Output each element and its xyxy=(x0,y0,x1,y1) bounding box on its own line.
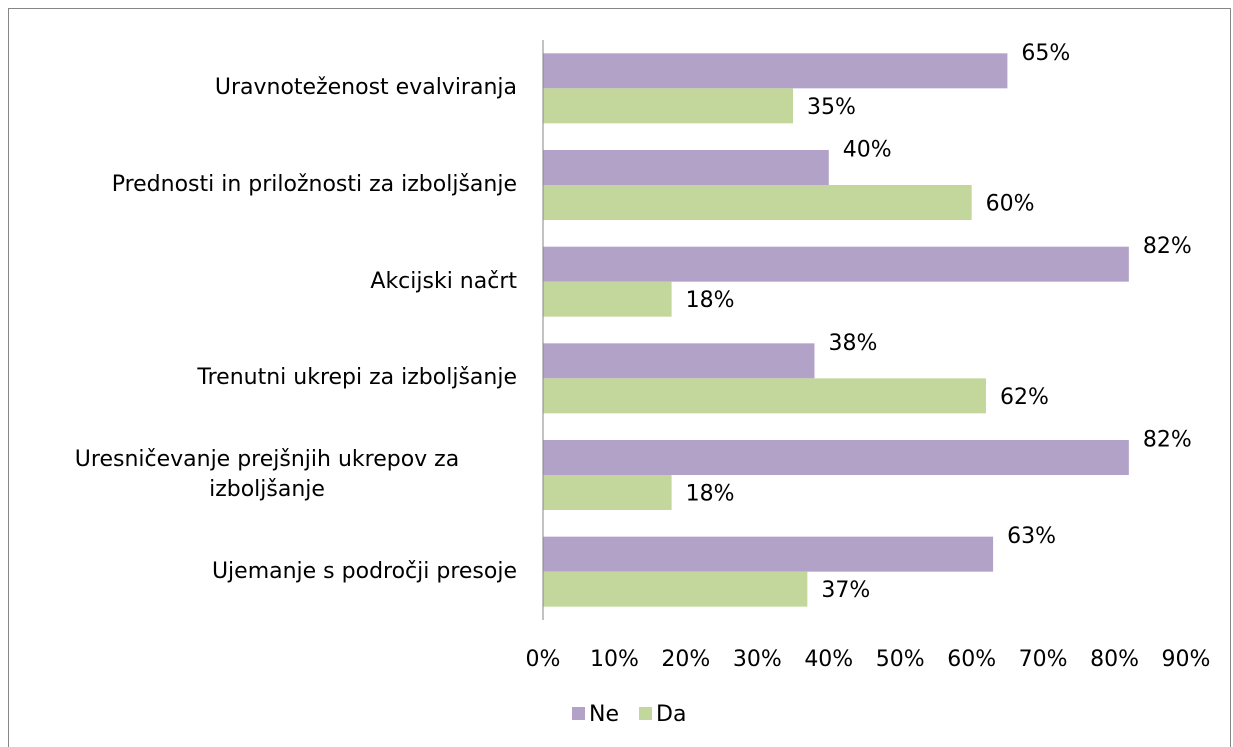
category-label: Trenutni ukrepi za izboljšanje xyxy=(17,363,517,393)
bar xyxy=(543,150,829,185)
x-tick-label: 20% xyxy=(661,647,710,672)
category-label: Prednosti in priložnosti za izboljšanje xyxy=(17,170,517,200)
bar xyxy=(543,440,1129,475)
legend-label: Ne xyxy=(589,702,619,727)
category-label: Akcijski načrt xyxy=(17,267,517,297)
x-tick-label: 80% xyxy=(1090,647,1139,672)
category-label: Uresničevanje prejšnjih ukrepov za izbol… xyxy=(17,445,517,505)
value-label: 40% xyxy=(843,138,892,163)
chart-border xyxy=(8,8,1231,747)
x-tick-label: 60% xyxy=(947,647,996,672)
value-label: 60% xyxy=(986,192,1035,217)
x-tick-label: 0% xyxy=(526,647,561,672)
bar xyxy=(543,185,972,220)
x-tick-label: 40% xyxy=(804,647,853,672)
category-label: Ujemanje s področji presoje xyxy=(17,557,517,587)
bar xyxy=(543,378,986,414)
bar xyxy=(543,246,1129,282)
value-label: 35% xyxy=(807,95,856,120)
x-tick-label: 90% xyxy=(1162,647,1211,672)
bar xyxy=(543,88,794,124)
x-tick-label: 70% xyxy=(1019,647,1068,672)
category-text: Akcijski načrt xyxy=(370,268,517,294)
legend-swatch xyxy=(572,707,585,720)
value-label: 62% xyxy=(1000,385,1049,410)
value-label: 37% xyxy=(821,578,870,603)
x-tick-label: 10% xyxy=(590,647,639,672)
category-text: Uravnoteženost evalviranja xyxy=(214,75,517,101)
legend-label: Da xyxy=(656,702,686,727)
x-tick-label: 30% xyxy=(733,647,782,672)
value-label: 63% xyxy=(1007,524,1056,549)
bar xyxy=(543,475,672,510)
x-tick-label: 50% xyxy=(876,647,925,672)
category-text: Ujemanje s področji presoje xyxy=(211,558,517,584)
bar xyxy=(543,281,672,317)
bar xyxy=(543,343,815,379)
value-label: 38% xyxy=(828,331,877,356)
bar xyxy=(543,536,994,572)
bar xyxy=(543,571,808,607)
category-text: Uresničevanje prejšnjih ukrepov za izbol… xyxy=(74,447,460,502)
value-label: 82% xyxy=(1143,428,1192,453)
value-label: 18% xyxy=(686,288,735,313)
category-label: Uravnoteženost evalviranja xyxy=(17,73,517,103)
legend-swatch xyxy=(639,707,652,720)
value-label: 18% xyxy=(686,482,735,507)
category-text: Prednosti in priložnosti za izboljšanje xyxy=(111,172,517,197)
bar xyxy=(543,53,1008,89)
value-label: 65% xyxy=(1021,41,1070,66)
category-text: Trenutni ukrepi za izboljšanje xyxy=(197,365,517,391)
value-label: 82% xyxy=(1143,234,1192,259)
